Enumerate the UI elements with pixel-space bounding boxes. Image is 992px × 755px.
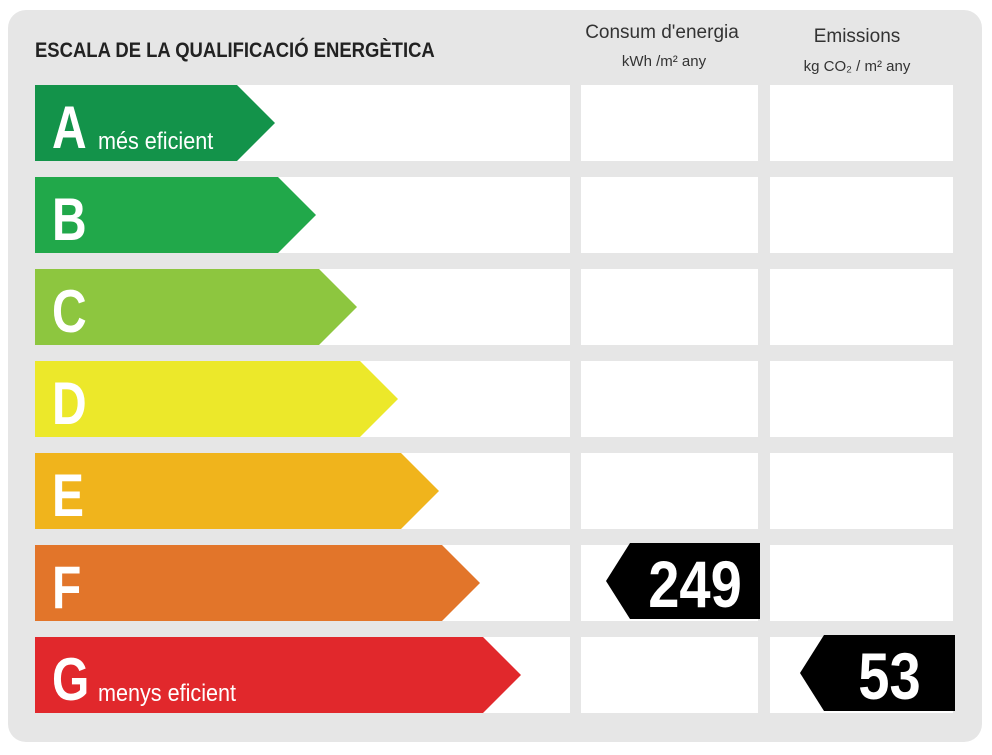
emissions-cell [770, 177, 953, 253]
rating-letter: G [52, 646, 89, 713]
consumption-cell [581, 637, 758, 713]
consumption-cell [581, 85, 758, 161]
emissions-unit: kg CO₂ / m² any [804, 58, 911, 75]
value-marker [800, 635, 955, 711]
consumption-cell [581, 453, 758, 529]
rating-arrow [35, 637, 521, 713]
rating-arrow [35, 361, 398, 437]
rating-letter: D [52, 370, 87, 437]
consumption-cell [581, 177, 758, 253]
emissions-cell [770, 545, 953, 621]
rating-arrow [35, 85, 275, 161]
consumption-unit: kWh /m² any [622, 53, 707, 70]
value-text: 249 [648, 548, 742, 621]
rating-letter: B [52, 186, 87, 253]
rating-arrow [35, 269, 357, 345]
rating-letter: E [52, 462, 84, 529]
title: ESCALA DE LA QUALIFICACIÓ ENERGÈTICA [35, 37, 435, 62]
emissions-title: Emissions [814, 26, 901, 47]
consumption-cell [581, 361, 758, 437]
rating-arrow [35, 545, 480, 621]
rating-letter: A [52, 94, 87, 161]
rating-letter: F [52, 554, 81, 621]
emissions-cell [770, 85, 953, 161]
rating-label: menys eficient [98, 679, 237, 706]
consumption-cell [581, 269, 758, 345]
emissions-cell [770, 361, 953, 437]
rating-label: més eficient [98, 127, 214, 154]
rating-letter: C [52, 278, 87, 345]
emissions-cell [770, 269, 953, 345]
emissions-cell [770, 453, 953, 529]
value-marker [606, 543, 760, 619]
consumption-title: Consum d'energia [585, 22, 739, 43]
rating-arrow [35, 453, 439, 529]
value-text: 53 [858, 640, 920, 713]
rating-arrow [35, 177, 316, 253]
